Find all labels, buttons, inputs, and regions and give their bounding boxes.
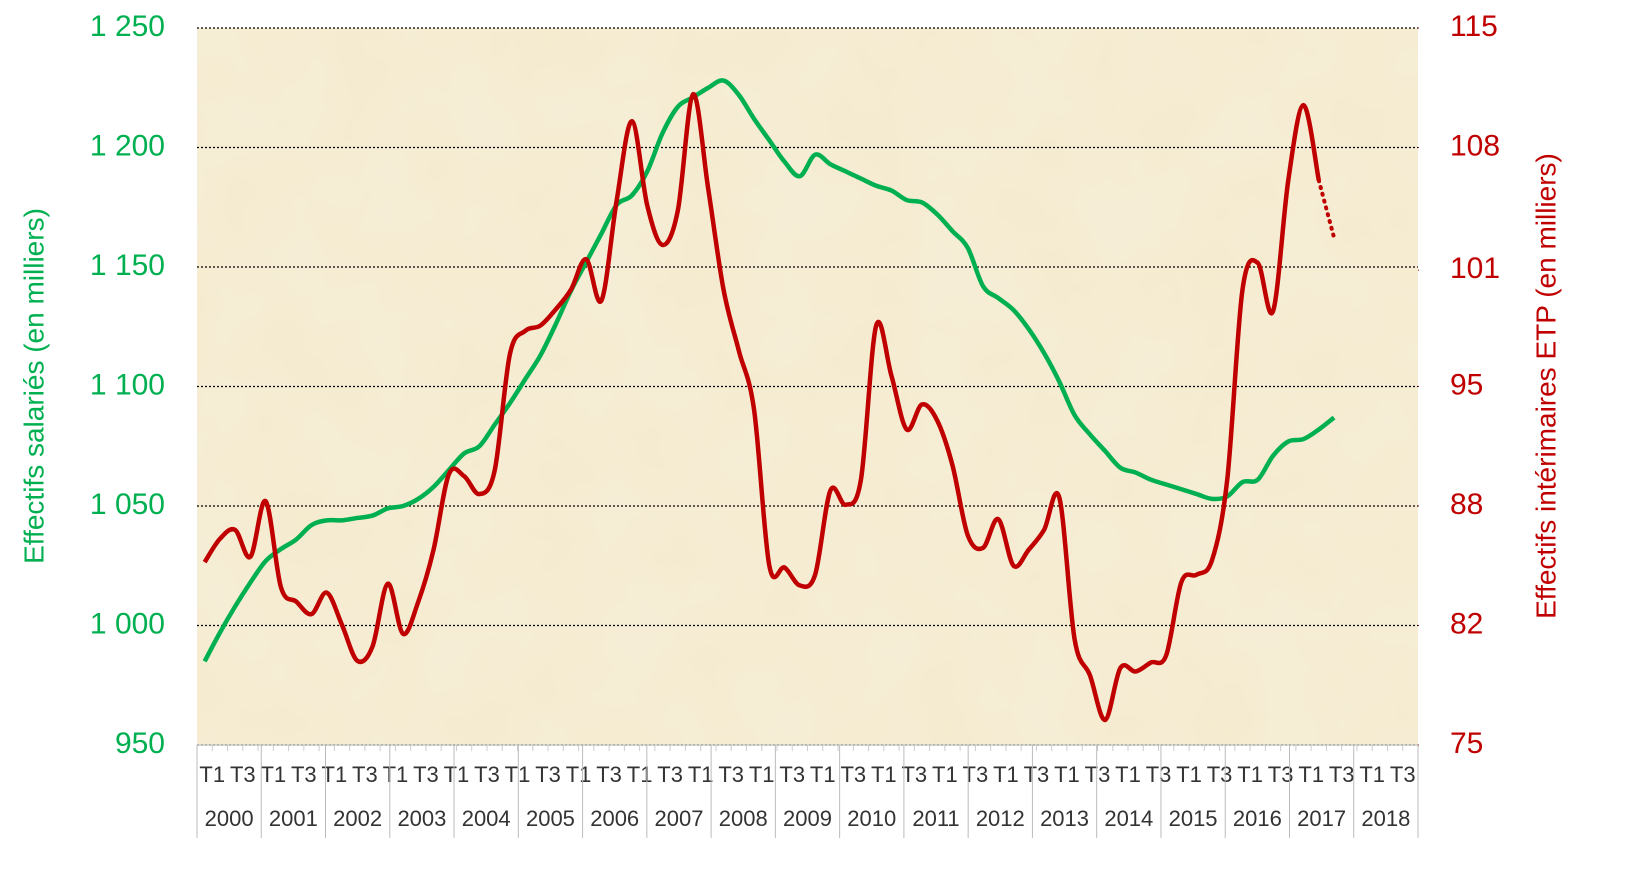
x-tick-label: T3 (535, 762, 561, 787)
y-tick-label: 1 050 (90, 488, 165, 521)
x-tick-label: T1 (749, 762, 775, 787)
year-label: 2016 (1233, 806, 1282, 831)
year-label: 2018 (1361, 806, 1410, 831)
y2-axis-title: Effectifs intérimaires ETP (en milliers) (1530, 153, 1561, 619)
x-tick-label: T3 (1146, 762, 1172, 787)
y2-tick-label: 115 (1450, 10, 1498, 43)
x-tick-label: T3 (779, 762, 805, 787)
series-line-provisional (1316, 178, 1337, 240)
series-line (202, 92, 1321, 723)
x-tick-label: T3 (901, 762, 927, 787)
x-tick-label: T1 (260, 762, 286, 787)
year-label: 2013 (1040, 806, 1089, 831)
x-tick-label: T1 (1054, 762, 1080, 787)
y2-tick-label: 75 (1450, 727, 1483, 760)
y-tick-label: 1 000 (90, 607, 165, 640)
x-tick-label: T1 (932, 762, 958, 787)
x-tick-label: T3 (840, 762, 866, 787)
year-label: 2012 (976, 806, 1025, 831)
x-tick-label: T3 (1207, 762, 1233, 787)
y-axis-title: Effectifs salariés (en milliers) (18, 208, 49, 564)
year-label: 2006 (590, 806, 639, 831)
x-tick-label: T3 (596, 762, 622, 787)
x-tick-label: T1 (383, 762, 409, 787)
year-label: 2009 (783, 806, 832, 831)
series-line (202, 78, 1336, 663)
year-label: 2008 (719, 806, 768, 831)
year-label: 2000 (205, 806, 254, 831)
y2-tick-label: 108 (1450, 129, 1500, 162)
x-tick-label: T1 (993, 762, 1019, 787)
year-label: 2002 (333, 806, 382, 831)
year-label: 2005 (526, 806, 575, 831)
y-tick-label: 1 200 (90, 129, 165, 162)
x-tick-label: T3 (230, 762, 256, 787)
x-tick-label: T3 (352, 762, 378, 787)
y2-tick-label: 95 (1450, 368, 1483, 401)
y-tick-label: 1 150 (90, 249, 165, 282)
x-tick-label: T1 (1237, 762, 1263, 787)
year-label: 2003 (397, 806, 446, 831)
x-tick-label: T1 (1115, 762, 1141, 787)
y-tick-label: 1 250 (90, 10, 165, 43)
y-tick-label: 1 100 (90, 368, 165, 401)
y-tick-label: 950 (115, 727, 165, 760)
x-tick-label: T1 (688, 762, 714, 787)
y2-tick-label: 88 (1450, 488, 1483, 521)
x-tick-label: T3 (963, 762, 989, 787)
x-tick-label: T3 (474, 762, 500, 787)
x-tick-label: T1 (1298, 762, 1324, 787)
x-tick-label: T3 (291, 762, 317, 787)
year-label: 2015 (1169, 806, 1218, 831)
x-tick-label: T3 (1329, 762, 1355, 787)
year-label: 2017 (1297, 806, 1346, 831)
x-tick-label: T3 (657, 762, 683, 787)
x-tick-label: T3 (718, 762, 744, 787)
y2-tick-label: 101 (1450, 252, 1500, 285)
x-tick-label: T1 (444, 762, 470, 787)
x-tick-label: T3 (1085, 762, 1111, 787)
x-tick-label: T1 (566, 762, 592, 787)
x-tick-label: T1 (199, 762, 225, 787)
year-label: 2001 (269, 806, 318, 831)
x-tick-label: T3 (1024, 762, 1050, 787)
year-label: 2004 (462, 806, 511, 831)
x-tick-label: T1 (505, 762, 531, 787)
x-tick-label: T3 (413, 762, 439, 787)
y2-tick-label: 82 (1450, 607, 1483, 640)
x-tick-label: T1 (1359, 762, 1385, 787)
year-label: 2007 (654, 806, 703, 831)
year-label: 2011 (912, 806, 959, 831)
year-label: 2014 (1104, 806, 1153, 831)
x-tick-label: T1 (871, 762, 897, 787)
x-tick-label: T3 (1390, 762, 1416, 787)
x-tick-label: T1 (1176, 762, 1202, 787)
x-tick-label: T1 (627, 762, 653, 787)
year-label: 2010 (847, 806, 896, 831)
x-tick-label: T1 (810, 762, 836, 787)
